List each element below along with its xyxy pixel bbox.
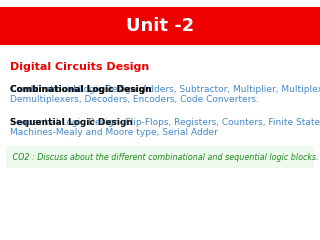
Bar — [6, 146, 314, 168]
Bar — [0, 7, 320, 45]
Text: Combinational Logic Design: Adders, Subtractor, Multiplier, Multiplexers,
Demult: Combinational Logic Design: Adders, Subt… — [10, 85, 320, 104]
Text: Sequential Logic Design: Sequential Logic Design — [10, 118, 133, 127]
Text: Digital Circuits Design: Digital Circuits Design — [10, 62, 149, 72]
Text: Unit -2: Unit -2 — [126, 17, 194, 35]
Text: CO2 : Discuss about the different combinational and sequential logic blocks. (K3: CO2 : Discuss about the different combin… — [10, 152, 320, 162]
Text: Combinational Logic Design: Combinational Logic Design — [10, 85, 152, 94]
Text: Sequential Logic Design- Flip-Flops, Registers, Counters, Finite State
Machines-: Sequential Logic Design- Flip-Flops, Reg… — [10, 118, 320, 137]
Text: Combinational Logic Design: Combinational Logic Design — [10, 85, 152, 94]
